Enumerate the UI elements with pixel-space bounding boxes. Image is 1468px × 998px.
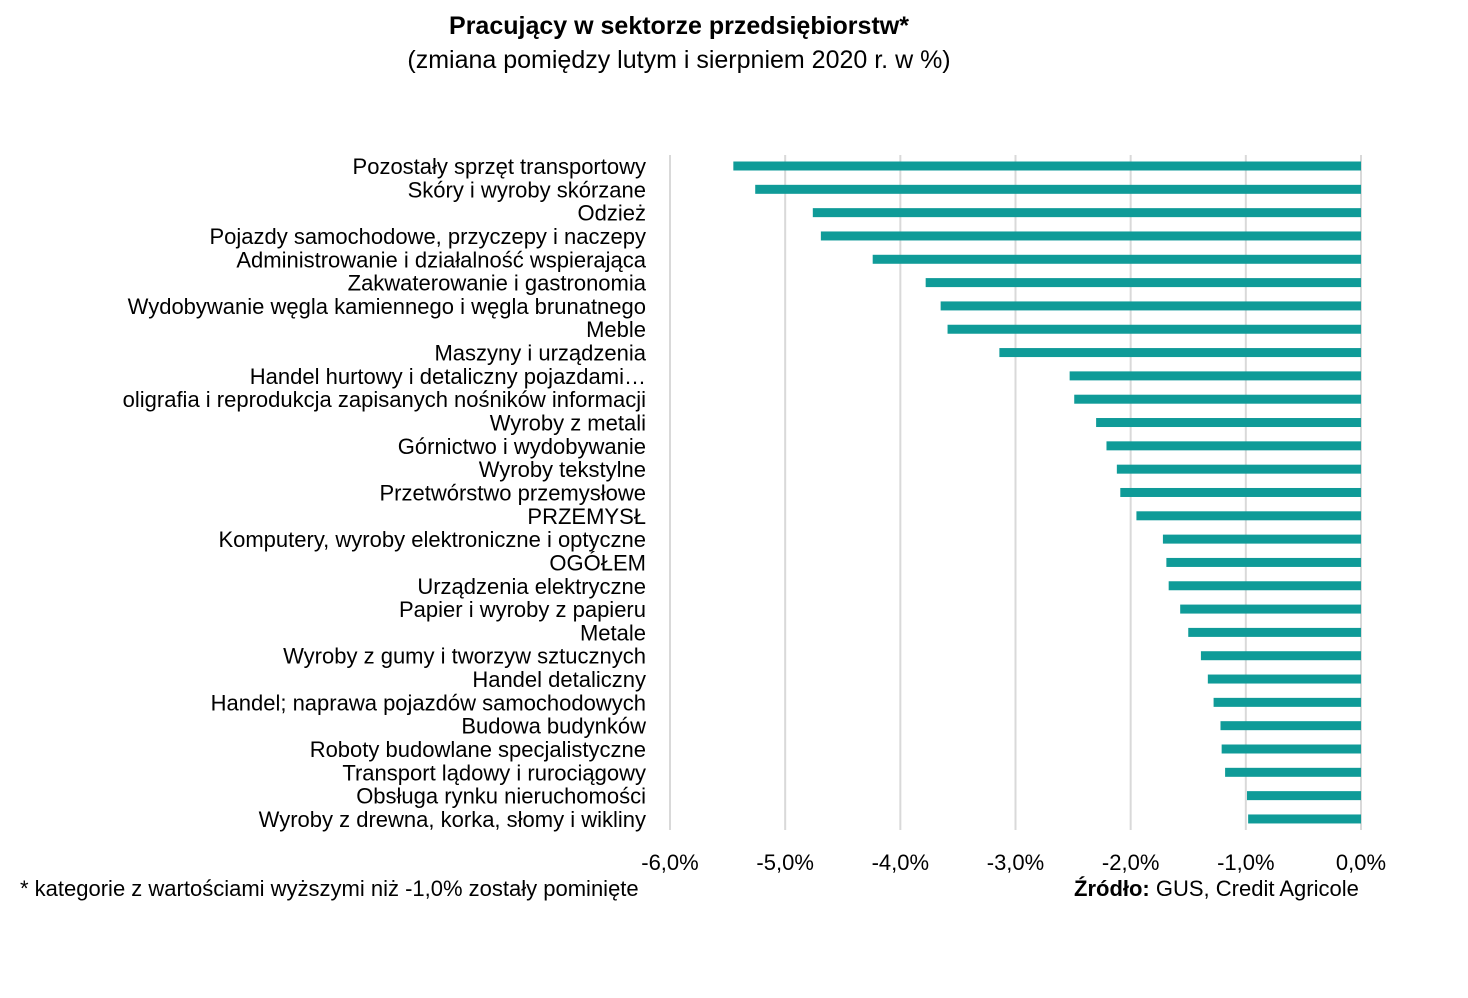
category-label: Wyroby z gumy i tworzyw sztucznych [283,644,646,669]
bar [1221,744,1361,754]
source-label: Źródło: [1074,876,1150,901]
category-label: Handel detaliczny [472,667,646,692]
bar [1207,674,1361,684]
category-label: OGÓŁEM [549,550,646,575]
bar [820,231,1361,241]
category-label: Obsługa rynku nieruchomości [356,784,646,809]
category-label: Komputery, wyroby elektroniczne i optycz… [218,527,646,552]
x-tick-label: -4,0% [872,850,929,875]
category-label: Pojazdy samochodowe, przyczepy i naczepy [209,224,646,249]
category-label: Budowa budynków [461,714,646,739]
category-label: Zakwaterowanie i gastronomia [348,271,647,296]
bar [755,184,1361,194]
category-label: Handel; naprawa pojazdów samochodowych [211,690,646,715]
bar [872,254,1361,264]
x-tick-label: 0,0% [1336,850,1386,875]
bar [1166,557,1361,567]
bar [1200,651,1361,661]
category-label: Wydobywanie węgla kamiennego i węgla bru… [128,294,646,319]
bar [925,278,1361,288]
bar [1248,814,1361,824]
bar [1106,441,1361,451]
x-tick-label: -3,0% [987,850,1044,875]
footnote: * kategorie z wartościami wyższymi niż -… [20,876,639,901]
bar [1168,581,1361,591]
source-text: GUS, Credit Agricole [1149,876,1359,901]
bar [1116,464,1361,474]
category-label: Wyroby z drewna, korka, słomy i wikliny [259,807,646,832]
category-label: Roboty budowlane specjalistyczne [310,737,646,762]
bar [940,301,1361,311]
bar [1162,534,1361,544]
category-label: Maszyny i urządzenia [434,341,646,366]
category-label: Przetwórstwo przemysłowe [379,480,646,505]
category-label: Górnictwo i wydobywanie [398,434,646,459]
category-label: Pozostały sprzęt transportowy [353,154,646,179]
bar [1069,371,1361,381]
chart-subtitle: (zmiana pomiędzy lutym i sierpniem 2020 … [407,46,951,74]
category-label: Handel hurtowy i detaliczny pojazdami… [250,364,646,389]
bar [1074,394,1361,404]
bar [1136,511,1361,521]
category-label: Urządzenia elektryczne [417,574,646,599]
category-label: Meble [586,317,646,342]
x-tick-label: -1,0% [1217,850,1274,875]
bar [999,348,1361,358]
bar [1213,697,1361,707]
category-label: Transport lądowy i rurociągowy [342,760,646,785]
bar [1220,721,1361,731]
category-label: Metale [580,620,646,645]
category-label: oligrafia i reprodukcja zapisanych nośni… [123,387,646,412]
bar [1188,627,1361,637]
category-label: PRZEMYSŁ [527,504,646,529]
x-tick-label: -5,0% [756,850,813,875]
bar [947,324,1361,334]
category-label: Odzież [578,201,646,226]
bar [1096,418,1361,428]
source: Źródło: GUS, Credit Agricole [1074,876,1359,902]
bar [1246,791,1361,801]
bar [1225,767,1361,777]
category-label: Wyroby z metali [490,411,646,436]
category-label: Papier i wyroby z papieru [399,597,646,622]
category-label: Wyroby tekstylne [479,457,646,482]
chart-title: Pracujący w sektorze przedsiębiorstw* [449,12,909,40]
category-label: Administrowanie i działalność wspierając… [236,247,646,272]
bar [733,161,1361,171]
category-label: Skóry i wyroby skórzane [408,177,646,202]
x-tick-label: -6,0% [641,850,698,875]
x-tick-label: -2,0% [1102,850,1159,875]
bar [1120,487,1361,497]
bar [812,208,1361,218]
bar [1180,604,1361,614]
